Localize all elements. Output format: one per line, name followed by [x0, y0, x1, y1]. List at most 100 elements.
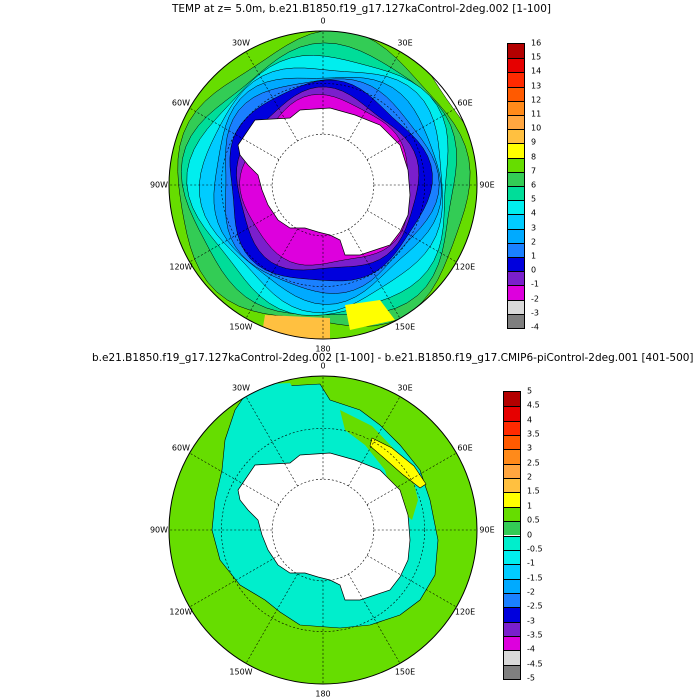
colorbar-label: -2	[531, 294, 539, 304]
colorbar-segment	[504, 607, 520, 622]
colorbar-segment	[504, 650, 520, 665]
colorbar-segment	[504, 521, 520, 536]
panel-1-map	[169, 31, 477, 339]
longitude-label: 30E	[397, 38, 413, 48]
colorbar-segment	[504, 549, 520, 565]
colorbar-segment	[508, 271, 524, 286]
colorbar-segment	[508, 143, 524, 158]
longitude-label: 60E	[457, 443, 473, 453]
colorbar-label: 7	[531, 166, 537, 176]
colorbar-segment	[508, 186, 524, 201]
colorbar-label: 9	[531, 137, 537, 147]
colorbar-label: 1	[527, 501, 533, 511]
colorbar-label: 3	[531, 223, 537, 233]
colorbar-segment	[504, 392, 520, 407]
colorbar-label: 11	[531, 109, 542, 119]
colorbar-segment	[504, 535, 520, 550]
colorbar-label: 3	[527, 443, 533, 453]
colorbar-label: 4.5	[527, 400, 540, 410]
colorbar-label: -1	[527, 558, 535, 568]
colorbar-segment	[504, 492, 520, 507]
longitude-label: 60E	[457, 98, 473, 108]
warm-patch-west	[170, 300, 205, 335]
longitude-label: 150E	[394, 322, 416, 332]
colorbar-segment	[508, 228, 524, 243]
meridian-line	[245, 51, 298, 142]
longitude-label: 180	[315, 344, 331, 354]
colorbar-label: -5	[527, 673, 535, 683]
colorbar-label: 0.5	[527, 515, 540, 525]
colorbar-segment	[508, 257, 524, 272]
colorbar-segment	[508, 313, 524, 328]
colorbar-label: 6	[531, 180, 537, 190]
colorbar-segment	[504, 664, 520, 679]
colorbar-label: 0	[531, 265, 537, 275]
meridian-line	[348, 228, 401, 319]
latitude-circle	[221, 428, 425, 632]
antarctica-landmass	[237, 107, 411, 256]
colorbar-segment	[504, 463, 520, 479]
colorbar-label: 1.5	[527, 486, 540, 496]
colorbar-segment	[504, 635, 520, 651]
colorbar-label: -2.5	[527, 601, 543, 611]
longitude-label: 90W	[149, 525, 169, 535]
meridian-line	[245, 396, 298, 487]
panel-2-title: b.e21.B1850.f19_g17.127kaControl-2deg.00…	[92, 352, 694, 364]
colorbar-segment	[504, 449, 520, 464]
meridian-line	[348, 396, 401, 487]
colorbar-label: 8	[531, 152, 537, 162]
colorbar-label: -4.5	[527, 659, 543, 669]
colorbar-segment	[504, 564, 520, 579]
longitude-label: 90E	[479, 180, 495, 190]
longitude-label: 120W	[169, 262, 193, 272]
longitude-label: 150E	[394, 667, 416, 677]
colorbar-segment	[504, 578, 520, 593]
colorbar-label: 2.5	[527, 458, 540, 468]
colorbar-segment	[508, 72, 524, 87]
colorbar-segment	[504, 592, 520, 608]
latitude-circle	[221, 83, 425, 287]
longitude-label: 120W	[169, 607, 193, 617]
anomaly-warm-band	[369, 437, 427, 489]
meridian-line	[366, 452, 457, 505]
antarctica-landmass-2	[237, 452, 411, 601]
meridian-line	[189, 555, 280, 608]
meridian-line	[245, 573, 298, 664]
longitude-label: 120E	[454, 607, 476, 617]
colorbar-segment	[508, 214, 524, 229]
colorbar-label: -3.5	[527, 630, 543, 640]
colorbar-segment	[504, 435, 520, 450]
colorbar-segment	[508, 285, 524, 300]
colorbar-label: 4	[527, 415, 533, 425]
colorbar-label: 2	[527, 472, 533, 482]
colorbar-label: 2	[531, 237, 537, 247]
colorbar-label: 5	[531, 194, 537, 204]
colorbar-label: -2	[527, 587, 535, 597]
colorbar-label: -0.5	[527, 544, 543, 554]
colorbar-label: 13	[531, 81, 542, 91]
meridian-line	[366, 210, 457, 263]
longitude-label: 90E	[479, 525, 495, 535]
colorbar-label: 0	[527, 530, 533, 539]
colorbar-label: 14	[531, 66, 542, 76]
colorbar-segment	[508, 115, 524, 130]
longitude-label: 180	[315, 689, 331, 699]
colorbar-segment	[508, 86, 524, 101]
meridian-line	[348, 51, 401, 142]
meridian-line	[348, 573, 401, 664]
meridian-line	[189, 210, 280, 263]
colorbar-segment	[508, 58, 524, 73]
panel-1-title: TEMP at z= 5.0m, b.e21.B1850.f19_g17.127…	[172, 3, 552, 15]
meridian-line	[366, 107, 457, 160]
colorbar-label: -4	[531, 322, 539, 332]
longitude-label: 0	[320, 16, 326, 26]
longitude-label: 0	[320, 361, 326, 371]
longitude-label: 30E	[397, 383, 413, 393]
colorbar-segment	[504, 478, 520, 493]
colorbar-label: 15	[531, 52, 542, 62]
longitude-label: 90W	[149, 180, 169, 190]
meridian-line	[189, 107, 280, 160]
colorbar-segment	[508, 129, 524, 144]
longitude-label: 150W	[229, 667, 253, 677]
